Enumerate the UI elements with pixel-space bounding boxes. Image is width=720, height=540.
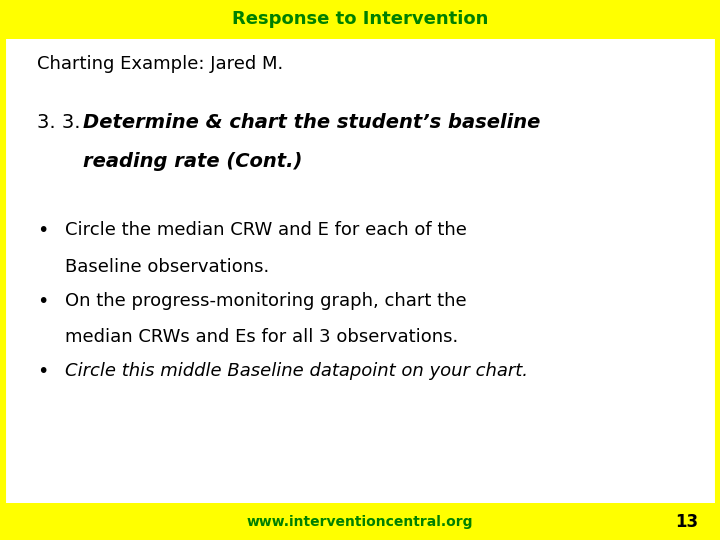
Text: 3. 3.: 3. 3. — [37, 113, 94, 132]
Text: Circle the median CRW and E for each of the: Circle the median CRW and E for each of … — [65, 221, 467, 239]
Text: •: • — [37, 221, 49, 240]
Text: Circle this middle Baseline datapoint on your chart.: Circle this middle Baseline datapoint on… — [65, 362, 528, 380]
Text: Determine & chart the student’s baseline: Determine & chart the student’s baseline — [83, 113, 540, 132]
Text: reading rate (Cont.): reading rate (Cont.) — [83, 152, 302, 171]
Text: median CRWs and Es for all 3 observations.: median CRWs and Es for all 3 observation… — [65, 328, 458, 346]
Text: •: • — [37, 362, 49, 381]
Text: •: • — [37, 292, 49, 310]
Text: Response to Intervention: Response to Intervention — [232, 10, 488, 29]
Text: www.interventioncentral.org: www.interventioncentral.org — [247, 515, 473, 529]
Text: 13: 13 — [675, 512, 698, 531]
Text: Baseline observations.: Baseline observations. — [65, 258, 269, 276]
Text: On the progress-monitoring graph, chart the: On the progress-monitoring graph, chart … — [65, 292, 467, 309]
Text: Charting Example: Jared M.: Charting Example: Jared M. — [37, 55, 284, 73]
